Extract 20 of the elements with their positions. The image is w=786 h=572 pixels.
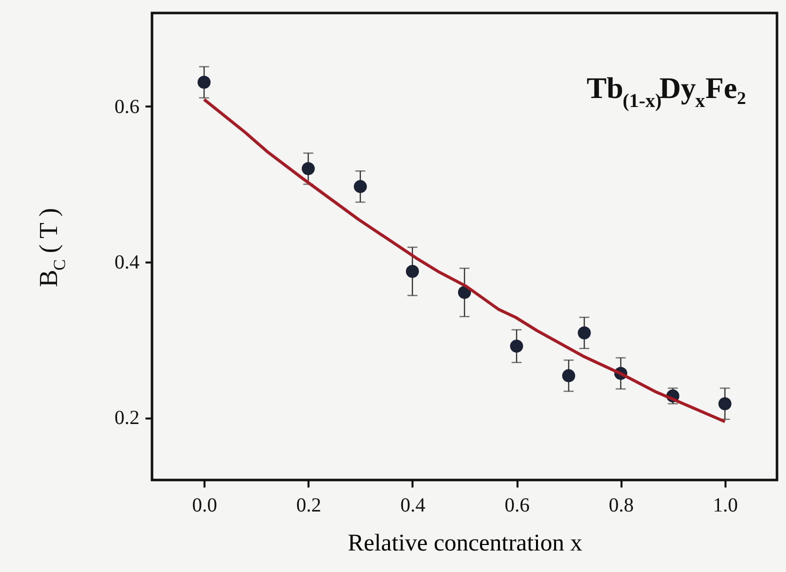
x-tick-label: 0.0 (192, 494, 218, 516)
x-tick-label: 0.4 (400, 494, 426, 516)
y-axis-title: BC ( T ) (34, 208, 69, 288)
x-tick-label: 1.0 (712, 494, 738, 516)
point (458, 286, 472, 299)
point (510, 340, 524, 353)
point (354, 180, 367, 194)
x-tick-label: 0.6 (504, 494, 530, 516)
x-tick-label: 0.2 (296, 494, 322, 516)
y-tick-label: 0.2 (114, 407, 140, 430)
point (578, 326, 591, 340)
x-tick-label: 0.8 (608, 494, 634, 516)
x-axis-title: Relative concentration x (348, 530, 582, 556)
point (406, 264, 419, 278)
point (718, 397, 732, 410)
point (302, 162, 315, 176)
y-tick-label: 0.6 (114, 96, 140, 118)
y-tick-label: 0.4 (114, 252, 140, 274)
point (562, 369, 576, 382)
point (198, 76, 211, 89)
